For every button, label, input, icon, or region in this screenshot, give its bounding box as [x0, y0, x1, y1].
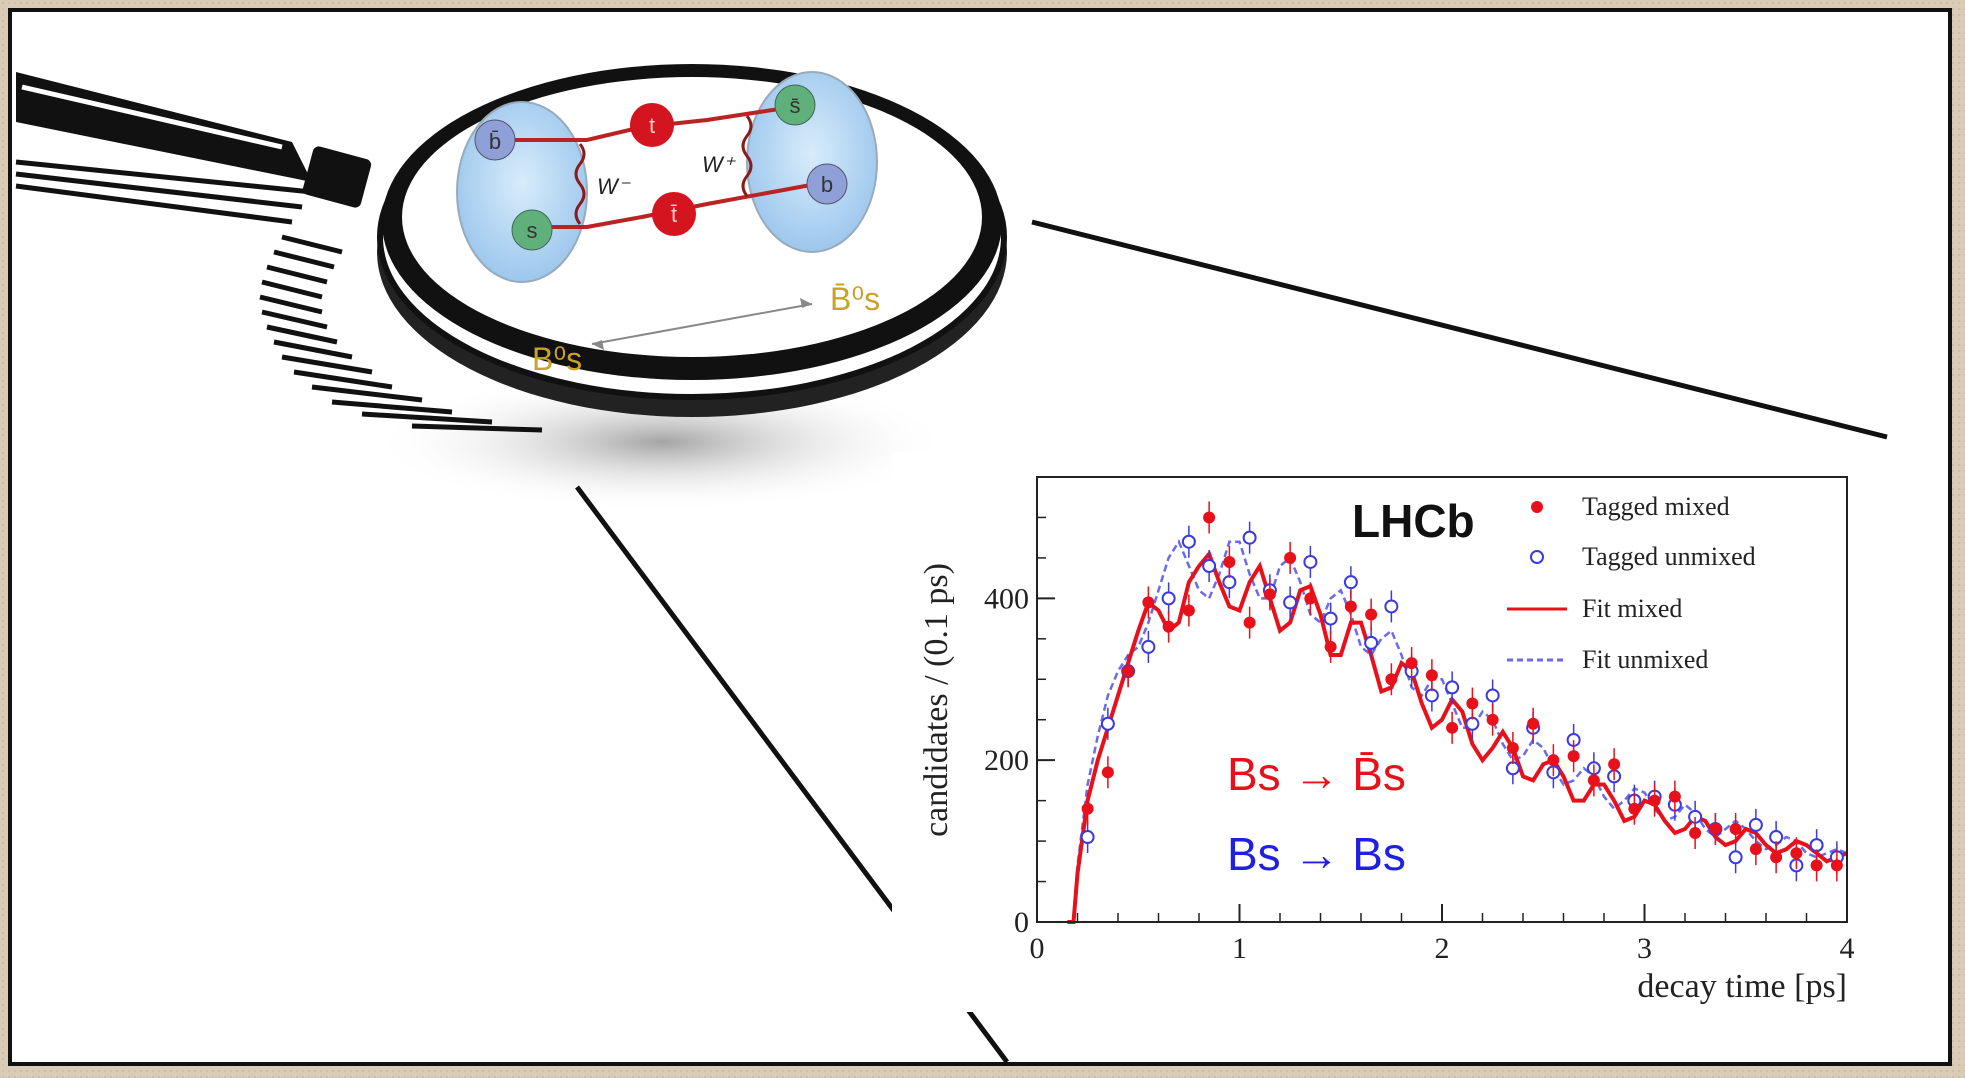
- quark-label-bottom-left: s: [527, 218, 538, 243]
- decay-time-chart: 0 1 2 3 4 0 200 400 candidates / (0.1 ps) decay…: [892, 452, 1892, 1012]
- y-axis-label: candidates / (0.1 ps): [918, 563, 955, 837]
- point-tagged-mixed: [1405, 647, 1418, 680]
- meson-label-left: B⁰s: [532, 341, 582, 377]
- zoom-line-top: [1031, 219, 1888, 440]
- y-tick-label: 200: [984, 744, 1029, 777]
- meson-label-right: B̄⁰s: [830, 281, 880, 317]
- legend-label-fit-unmixed: Fit unmixed: [1582, 645, 1708, 674]
- quark-label-internal-top: t: [649, 113, 655, 138]
- point-tagged-mixed: [1608, 748, 1621, 781]
- point-tagged-mixed: [1142, 586, 1155, 619]
- point-tagged-unmixed: [1283, 586, 1298, 619]
- x-tick-label: 0: [1030, 932, 1045, 965]
- w-label-right: W⁺: [702, 152, 737, 177]
- annotation-mixed: Bs → B̄s: [1227, 748, 1406, 800]
- point-tagged-mixed: [1466, 687, 1479, 720]
- x-tick-label: 3: [1637, 932, 1652, 965]
- magnifier-handle: [16, 72, 312, 182]
- point-tagged-mixed: [1790, 837, 1803, 870]
- point-tagged-mixed: [1648, 784, 1661, 817]
- figure-frame: b̄ s s̄ b t t̄ W⁻ W⁺ B⁰s B̄⁰s 0 1 2 3 4 0 200 4…: [8, 8, 1952, 1066]
- point-tagged-mixed: [1749, 833, 1762, 866]
- legend: Tagged mixed Tagged unmixed Fit mixed Fi…: [1507, 492, 1756, 674]
- point-tagged-unmixed: [1202, 550, 1217, 582]
- quark-label-bottom-right: b: [821, 172, 833, 197]
- point-tagged-mixed: [1344, 590, 1357, 623]
- axes: 0 1 2 3 4 0 200 400: [984, 516, 1855, 965]
- lens-shadow: [372, 372, 952, 512]
- point-tagged-unmixed: [1809, 829, 1824, 862]
- point-tagged-unmixed: [1445, 671, 1460, 704]
- point-tagged-mixed: [1689, 817, 1702, 849]
- w-label-left: W⁻: [597, 174, 632, 199]
- point-tagged-mixed: [1162, 610, 1175, 643]
- point-tagged-mixed: [1365, 598, 1378, 631]
- point-tagged-mixed: [1182, 594, 1195, 627]
- point-tagged-mixed: [1709, 812, 1722, 845]
- point-tagged-mixed: [1810, 849, 1823, 882]
- x-axis-label: decay time [ps]: [1637, 968, 1847, 1005]
- point-tagged-unmixed: [1364, 626, 1379, 659]
- point-tagged-mixed: [1830, 849, 1843, 882]
- y-tick-label: 0: [1014, 906, 1029, 939]
- quark-label-top-right: s̄: [790, 93, 801, 118]
- point-tagged-mixed: [1486, 703, 1499, 736]
- point-tagged-mixed: [1587, 764, 1600, 797]
- legend-label-tagged-mixed: Tagged mixed: [1582, 492, 1730, 521]
- point-tagged-unmixed: [1505, 752, 1520, 785]
- handle-collar: [302, 146, 372, 208]
- point-tagged-mixed: [1385, 663, 1398, 696]
- handle-hatching: [15, 159, 543, 433]
- magnifier-illustration: b̄ s s̄ b t t̄ W⁻ W⁺ B⁰s B̄⁰s: [15, 64, 1888, 1062]
- point-tagged-mixed: [1081, 792, 1094, 825]
- quark-label-top-left: b̄: [489, 129, 501, 154]
- point-tagged-unmixed: [1384, 590, 1399, 623]
- point-tagged-mixed: [1223, 545, 1236, 578]
- box-diagram: b̄ s s̄ b t t̄ W⁻ W⁺ B⁰s B̄⁰s: [456, 71, 880, 377]
- point-tagged-unmixed: [1080, 821, 1095, 854]
- point-tagged-mixed: [1324, 630, 1337, 663]
- point-tagged-mixed: [1122, 655, 1135, 688]
- point-tagged-unmixed: [1303, 545, 1318, 578]
- x-tick-label: 4: [1840, 932, 1855, 965]
- point-tagged-mixed: [1527, 707, 1540, 740]
- x-tick-label: 1: [1232, 932, 1247, 965]
- point-tagged-mixed: [1506, 732, 1519, 765]
- point-tagged-mixed: [1547, 744, 1560, 777]
- point-tagged-mixed: [1567, 740, 1580, 773]
- x-tick-label: 2: [1435, 932, 1450, 965]
- point-tagged-mixed: [1770, 841, 1783, 874]
- point-tagged-mixed: [1668, 780, 1681, 813]
- lhcb-label: LHCb: [1352, 495, 1475, 547]
- point-tagged-mixed: [1304, 582, 1317, 615]
- w-boson-left: [574, 143, 586, 225]
- point-tagged-mixed: [1243, 606, 1256, 639]
- point-tagged-mixed: [1263, 578, 1276, 611]
- point-tagged-mixed: [1628, 792, 1641, 825]
- legend-marker-tagged-mixed: [1531, 501, 1543, 513]
- point-tagged-mixed: [1446, 711, 1459, 744]
- w-boson-right: [741, 115, 753, 197]
- legend-label-fit-mixed: Fit mixed: [1582, 594, 1682, 623]
- legend-label-tagged-unmixed: Tagged unmixed: [1582, 542, 1756, 571]
- point-tagged-mixed: [1284, 541, 1297, 574]
- legend-marker-tagged-unmixed: [1530, 550, 1544, 564]
- point-tagged-unmixed: [1323, 602, 1338, 635]
- y-tick-label: 400: [984, 582, 1029, 615]
- point-tagged-unmixed: [1728, 841, 1743, 874]
- point-tagged-unmixed: [1141, 630, 1156, 663]
- point-tagged-mixed: [1101, 756, 1114, 789]
- point-tagged-mixed: [1729, 812, 1742, 845]
- point-tagged-mixed: [1203, 501, 1216, 534]
- point-tagged-unmixed: [1100, 707, 1115, 740]
- point-tagged-unmixed: [1181, 525, 1196, 558]
- plot-area: [1067, 501, 1848, 924]
- point-tagged-mixed: [1425, 659, 1438, 692]
- annotation-unmixed: Bs → Bs: [1227, 828, 1406, 880]
- point-tagged-unmixed: [1161, 582, 1176, 615]
- point-tagged-unmixed: [1242, 521, 1257, 554]
- quark-label-internal-bottom: t̄: [671, 202, 677, 227]
- point-tagged-unmixed: [1424, 679, 1439, 712]
